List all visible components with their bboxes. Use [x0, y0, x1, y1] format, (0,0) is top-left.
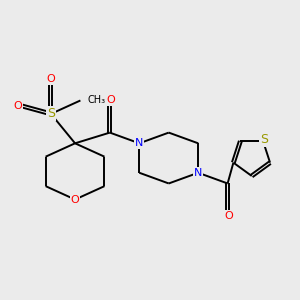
Text: O: O	[107, 95, 116, 106]
Text: O: O	[13, 101, 22, 111]
Text: S: S	[260, 133, 268, 146]
Text: O: O	[225, 211, 233, 220]
Text: CH₃: CH₃	[87, 95, 105, 106]
Text: O: O	[46, 74, 55, 84]
Text: N: N	[194, 168, 202, 178]
Text: O: O	[71, 194, 80, 205]
Text: N: N	[135, 138, 143, 148]
Text: S: S	[47, 107, 55, 120]
